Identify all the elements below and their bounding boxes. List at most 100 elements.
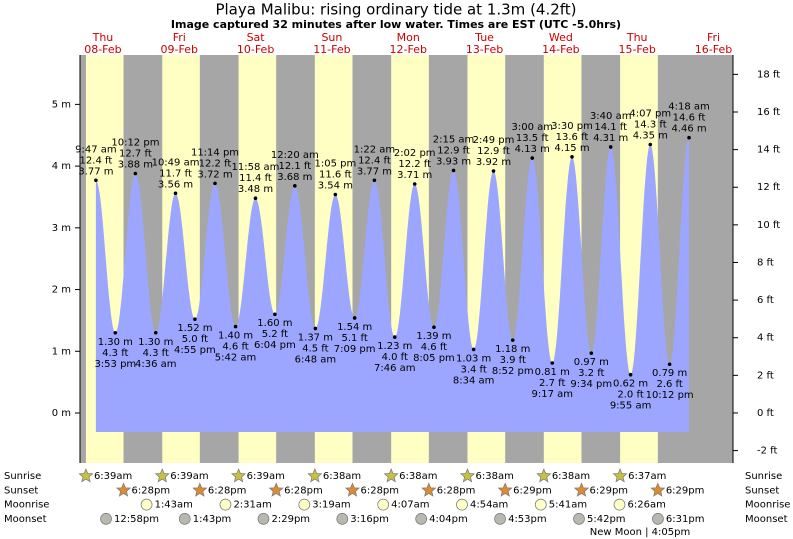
event-time: 6:31pm <box>666 514 705 525</box>
event-icon <box>100 513 112 525</box>
extreme-label: 4.3 ft <box>143 348 169 359</box>
extreme-label: 2.7 ft <box>539 378 565 389</box>
extreme-label: 9:55 am <box>610 401 652 412</box>
extreme-label: 0.97 m <box>574 357 609 368</box>
y2-tick-label: 10 ft <box>757 220 780 231</box>
extreme-label: 0.81 m <box>535 367 570 378</box>
event-icon <box>219 498 232 511</box>
extreme-label: 11.7 ft <box>159 168 192 179</box>
extreme-label: 3.4 ft <box>460 364 486 375</box>
event-time: 6:28pm <box>437 485 476 496</box>
extreme-dot <box>233 324 238 329</box>
extreme-label: 13.6 ft <box>556 132 589 143</box>
event-icon <box>650 482 666 497</box>
event-time: 4:04pm <box>429 514 468 525</box>
extreme-label: 4.6 ft <box>421 342 447 353</box>
event-time: 6:38am <box>552 471 590 482</box>
extreme-label: 12.7 ft <box>119 149 152 160</box>
event-time: 6:39am <box>94 471 132 482</box>
event-time: 6:39am <box>247 471 285 482</box>
extreme-label: 7:09 pm <box>334 344 376 355</box>
extreme-label: 1.30 m <box>98 337 133 348</box>
extreme-dot <box>608 145 613 149</box>
event-time: 6:28pm <box>284 485 323 496</box>
extreme-label: 1.54 m <box>337 322 372 333</box>
extreme-label: 12.4 ft <box>358 155 391 166</box>
extreme-dot <box>687 135 691 140</box>
event-time: 6:29pm <box>589 485 628 496</box>
extreme-label: 3.2 ft <box>578 368 604 379</box>
extreme-label: 5:42 am <box>215 353 257 364</box>
event-icon <box>652 513 664 525</box>
extreme-label: 4.35 m <box>633 131 668 142</box>
y2-tick-label: 18 ft <box>757 69 780 80</box>
day-date: 15-Feb <box>618 43 655 56</box>
row-label: Moonrise <box>4 500 49 511</box>
extreme-dot <box>667 362 672 367</box>
moon-note: New Moon | 4:05pm <box>590 527 690 538</box>
event-time: 1:43pm <box>193 514 232 525</box>
extreme-label: 11.6 ft <box>319 169 352 180</box>
extreme-label: 4.46 m <box>671 124 706 135</box>
extreme-label: 5.2 ft <box>262 329 288 340</box>
event-icon <box>140 498 153 511</box>
row-label: Sunrise <box>4 471 41 482</box>
extreme-label: 1.52 m <box>177 323 212 334</box>
extreme-dot <box>352 316 357 320</box>
extreme-label: 13.5 ft <box>516 133 549 144</box>
extreme-dot <box>372 178 377 183</box>
row-label-right: Moonrise <box>745 500 790 511</box>
event-icon <box>534 498 547 511</box>
extreme-dot <box>628 372 633 377</box>
y-tick-label: 3 m <box>52 223 71 234</box>
extreme-label: 12.1 ft <box>278 161 311 172</box>
extreme-label: 6:48 am <box>295 354 337 365</box>
extreme-label: 1:05 pm <box>314 158 356 169</box>
extreme-label: 4.3 ft <box>102 348 128 359</box>
event-icon <box>307 468 323 483</box>
extreme-label: 14.3 ft <box>634 120 667 131</box>
event-icon <box>178 513 191 525</box>
extreme-label: 8:52 pm <box>492 366 534 377</box>
event-icon <box>415 513 428 525</box>
event-icon <box>78 468 94 483</box>
extreme-dot <box>153 330 158 335</box>
extreme-label: 1.03 m <box>456 353 491 364</box>
event-time: 4:54am <box>470 500 508 511</box>
extreme-label: 1.60 m <box>257 318 292 329</box>
extreme-label: 3.93 m <box>436 156 471 167</box>
extreme-label: 1:22 am <box>354 144 396 155</box>
extreme-label: 4.5 ft <box>302 343 328 354</box>
extreme-label: 6:04 pm <box>254 340 296 351</box>
day-weekday: Wed <box>549 31 573 44</box>
extreme-dot <box>451 168 456 173</box>
extreme-label: 3.77 m <box>78 166 113 177</box>
extreme-label: 4:36 am <box>135 359 177 370</box>
y-tick-label: 1 m <box>52 346 71 357</box>
extreme-label: 9:34 pm <box>570 379 612 390</box>
extreme-label: 14.6 ft <box>673 113 706 124</box>
extreme-dot <box>94 178 98 183</box>
extreme-dot <box>491 169 496 173</box>
extreme-dot <box>193 317 197 321</box>
y2-tick-label: 2 ft <box>757 370 774 381</box>
y-tick-label: 0 m <box>52 408 71 419</box>
extreme-label: 12.9 ft <box>477 146 510 157</box>
extreme-label: 3.92 m <box>476 157 511 168</box>
extreme-dot <box>253 196 258 201</box>
row-label-right: Sunrise <box>745 471 782 482</box>
day-date: 10-Feb <box>237 43 274 56</box>
event-icon <box>377 498 390 511</box>
extreme-label: 3:30 pm <box>551 121 593 132</box>
event-icon <box>231 468 247 483</box>
y2-tick-label: 16 ft <box>757 107 780 118</box>
extreme-label: 3.88 m <box>118 160 153 171</box>
extreme-label: 0.62 m <box>613 379 648 390</box>
event-icon <box>154 468 170 483</box>
event-time: 4:53pm <box>508 514 547 525</box>
extreme-label: 3.72 m <box>197 169 232 180</box>
y2-tick-label: 4 ft <box>757 333 774 344</box>
extreme-label: 3.68 m <box>277 172 312 183</box>
day-date: 08-Feb <box>84 43 121 56</box>
